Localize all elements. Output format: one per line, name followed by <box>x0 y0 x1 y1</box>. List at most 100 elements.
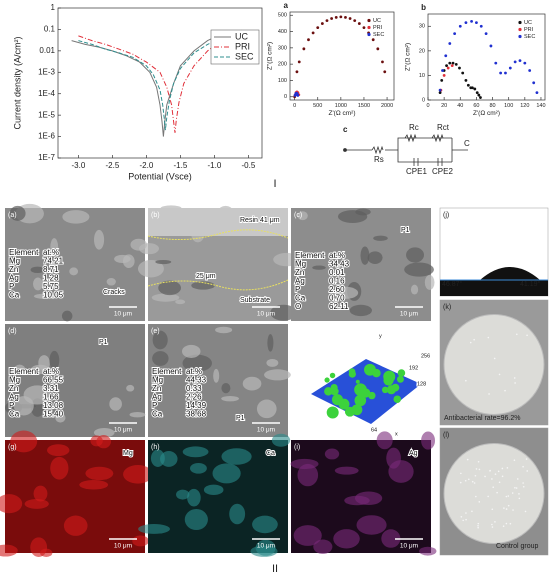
table-cell: 13.08 <box>43 401 64 410</box>
table-cell: P <box>9 282 14 291</box>
series-line <box>78 32 242 133</box>
surface-feature <box>396 375 404 383</box>
map-feature <box>40 548 53 558</box>
data-point <box>473 87 477 91</box>
surface-feature <box>348 370 356 378</box>
scale-label: 10 μm <box>257 427 275 434</box>
surface-feature <box>391 383 400 392</box>
surface-feature <box>368 391 376 400</box>
panel-label: (i) <box>294 444 300 451</box>
x-tick-label: 1000 <box>335 103 347 109</box>
table-cell: 5.75 <box>43 282 59 291</box>
map-feature <box>297 463 319 487</box>
y-axis-label: Current density (A/cm²) <box>12 36 22 129</box>
y-tick-label: 200 <box>278 62 287 68</box>
surface-feature <box>397 369 406 377</box>
y-tick-label: 500 <box>278 13 287 19</box>
surface-feature <box>33 293 56 299</box>
capacitor <box>413 158 443 166</box>
data-point <box>311 31 315 35</box>
data-point <box>445 64 448 67</box>
droplet <box>480 267 540 280</box>
surface-feature <box>61 310 73 322</box>
data-point <box>518 59 522 63</box>
panel-label: (h) <box>151 444 160 451</box>
chart-title: a <box>284 1 289 10</box>
y-tick-label: 400 <box>278 29 287 35</box>
annotation: P1 <box>236 415 245 422</box>
plot-frame <box>427 13 546 101</box>
surface-feature <box>221 382 231 394</box>
surface-feature <box>355 379 360 384</box>
colony <box>475 468 478 470</box>
map-feature <box>79 480 109 490</box>
map-feature <box>24 498 49 509</box>
table-cell: 44.33 <box>186 376 207 385</box>
circuit-label: c <box>343 125 348 134</box>
surface-feature <box>182 354 212 372</box>
legend-swatch <box>518 27 522 32</box>
colony <box>522 465 524 468</box>
panel: (l) Control group <box>439 427 549 556</box>
x-axis-label: Potential (Vsce) <box>128 172 192 182</box>
plot-frame <box>57 7 263 159</box>
y-tick-label: 0 <box>284 94 287 100</box>
surface-feature <box>410 284 419 295</box>
map-feature <box>182 446 209 458</box>
map-feature <box>138 524 170 534</box>
surface-feature <box>129 412 146 418</box>
colony <box>477 524 479 527</box>
y-tick-label: 20 <box>419 48 425 54</box>
data-point <box>440 78 444 82</box>
surface-feature <box>69 267 79 276</box>
circuit-element: CPE1 <box>406 167 427 176</box>
colony <box>513 377 516 379</box>
colony <box>471 480 474 483</box>
surface-feature <box>181 344 201 358</box>
map-feature <box>356 515 387 535</box>
annotation: 25 μm <box>196 273 216 280</box>
annotation: x <box>395 431 398 437</box>
colony <box>473 482 476 484</box>
x-tick-label: 2000 <box>381 103 393 109</box>
colony <box>478 501 481 503</box>
panel-label: (k) <box>443 304 451 311</box>
surface-feature <box>213 368 220 383</box>
colony <box>518 497 521 500</box>
panel-image <box>5 440 145 553</box>
y-tick-label: 0.01 <box>39 46 55 55</box>
data-point <box>442 74 446 77</box>
table-cell: Ag <box>152 393 162 402</box>
surface-feature <box>151 293 180 302</box>
surface-feature <box>404 262 434 277</box>
data-point <box>448 42 452 45</box>
annotation: Cracks <box>103 289 125 296</box>
data-point <box>458 24 462 28</box>
surface-feature <box>406 247 425 263</box>
annotation: P1 <box>401 227 410 234</box>
legend-label: UC <box>524 20 532 26</box>
colony <box>507 504 510 507</box>
surface-feature <box>93 427 115 438</box>
colony <box>507 495 510 497</box>
table-cell: 3.31 <box>43 384 59 393</box>
colony <box>494 521 496 523</box>
map-feature <box>132 535 149 547</box>
map-feature <box>176 489 190 500</box>
annotation: 64 <box>371 427 377 433</box>
surface-feature <box>33 277 43 291</box>
surface-feature <box>13 396 34 416</box>
colony <box>466 458 469 461</box>
data-point <box>458 66 461 70</box>
surface-feature <box>339 399 345 405</box>
surface-feature <box>373 235 388 241</box>
colony <box>484 475 486 478</box>
colony <box>491 526 494 528</box>
annotation: Antibacterial rate=96.2% <box>444 415 520 422</box>
surface-feature <box>360 246 370 265</box>
surface-feature <box>126 384 135 392</box>
legend-label: SEC <box>235 51 254 61</box>
surface-feature <box>106 277 116 286</box>
data-point <box>494 61 498 65</box>
surface-feature <box>329 372 336 379</box>
